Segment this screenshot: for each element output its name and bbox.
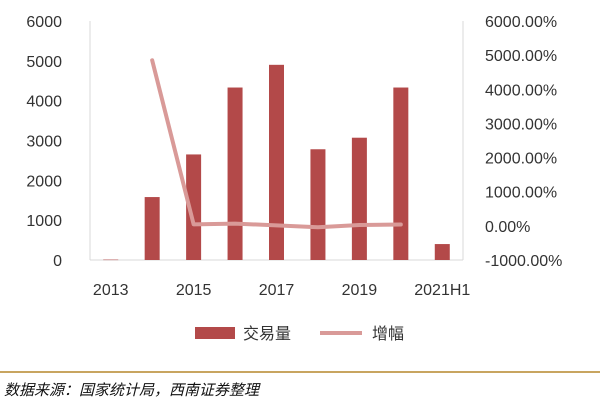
bar: [144, 197, 160, 260]
y-right-tick-label: 3000.00%: [485, 116, 557, 133]
y-right-tick-label: 5000.00%: [485, 48, 557, 65]
bar: [103, 259, 119, 261]
y-right-tick-label: 6000.00%: [485, 14, 557, 31]
legend: 交易量 增幅: [195, 324, 404, 343]
x-tick-label: 2019: [342, 282, 378, 299]
bar: [351, 137, 367, 260]
bar: [393, 87, 409, 260]
tick-labels: 0 1000 2000 3000 4000 5000 6000 -1000.00% 0.00% 1…: [26, 14, 562, 299]
bar: [269, 64, 284, 260]
legend-label-bar: 交易量: [243, 324, 291, 343]
y-left-tick-label: 6000: [26, 14, 62, 31]
legend-label-line: 增幅: [372, 324, 404, 343]
y-left-tick-label: 1000: [26, 213, 62, 230]
x-tick-label: 2013: [93, 282, 129, 299]
y-left-tick-label: 2000: [26, 173, 62, 190]
y-left-tick-label: 5000: [26, 54, 62, 71]
y-right-tick-label: 4000.00%: [485, 82, 557, 99]
legend-swatch-bar: [195, 327, 235, 339]
bar: [227, 87, 243, 260]
y-right-tick-label: 0.00%: [485, 219, 530, 236]
bar: [434, 244, 450, 260]
x-tick-label: 2015: [176, 282, 212, 299]
y-left-tick-label: 0: [53, 253, 62, 270]
chart: 0 1000 2000 3000 4000 5000 6000 -1000.00% 0.00% 1…: [26, 14, 562, 343]
bars: [103, 64, 450, 261]
x-tick-label: 2017: [259, 282, 295, 299]
source-divider: [0, 371, 600, 373]
source-note: 数据来源：国家统计局，西南证券整理: [4, 381, 260, 399]
y-left-tick-label: 4000: [26, 94, 62, 111]
bar: [186, 154, 202, 260]
y-right-tick-label: 1000.00%: [485, 185, 557, 202]
bar: [310, 149, 326, 260]
y-left-tick-label: 3000: [26, 134, 62, 151]
growth-line: [150, 58, 403, 230]
y-right-tick-label: 2000.00%: [485, 151, 557, 168]
y-right-tick-label: -1000.00%: [485, 253, 562, 270]
x-tick-label: 2021H1: [414, 282, 470, 299]
